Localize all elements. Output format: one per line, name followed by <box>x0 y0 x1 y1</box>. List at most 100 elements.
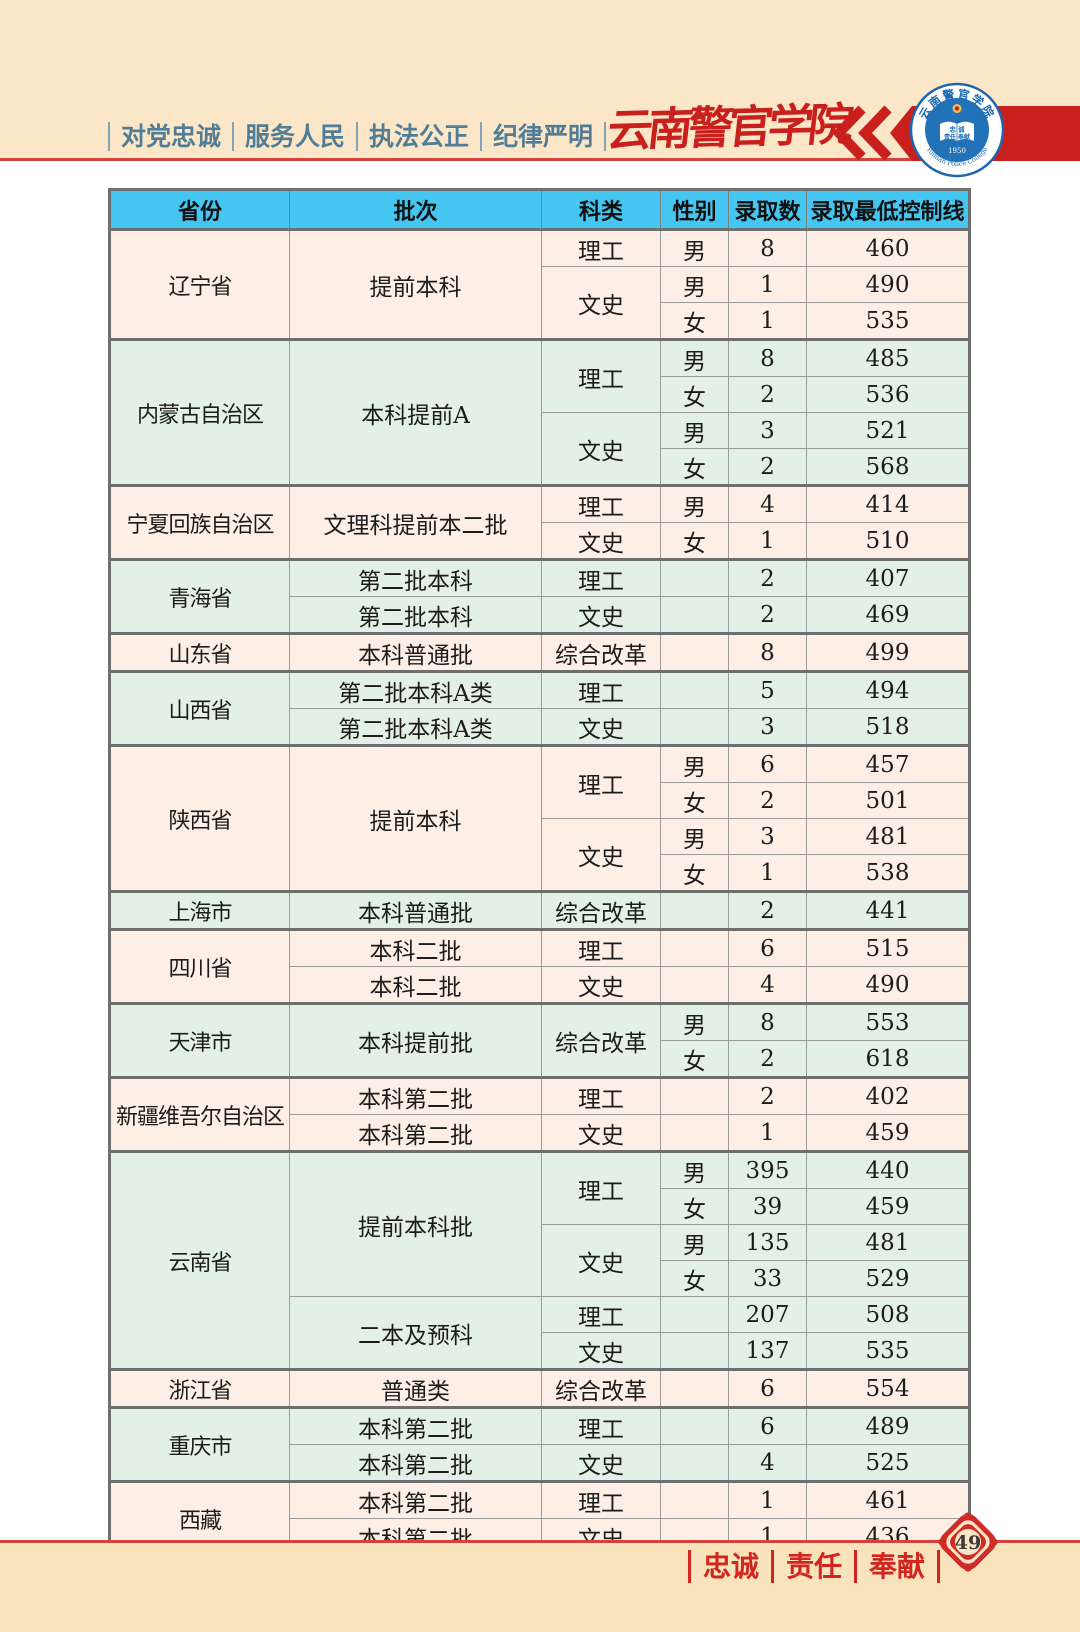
table-cell: 女 <box>660 1260 729 1297</box>
table-row: 山东省 本科普通批 综合改革 8 499 <box>109 632 970 672</box>
table-cell: 男 <box>660 228 729 267</box>
table-row: 女 2 618 <box>110 1040 970 1078</box>
table-cell: 489 <box>806 1406 970 1445</box>
table-cell: 3 <box>728 818 807 855</box>
slogan-fair-law: 执法公正 <box>355 121 480 151</box>
table-cell: 文史 <box>541 1332 661 1370</box>
province-cell: 四川省 <box>109 928 290 1004</box>
column-header: 录取数 <box>728 189 807 231</box>
province-cell: 重庆市 <box>109 1406 290 1482</box>
table-row: 上海市 本科普通批 综合改革 2 441 <box>109 890 970 930</box>
table-cell: 理工 <box>541 1076 661 1115</box>
table-row: 辽宁省 提前本科 理工男 8 460 <box>109 228 970 340</box>
table-cell: 568 <box>806 448 970 486</box>
table-cell: 男 <box>660 818 729 855</box>
province-cell: 上海市 <box>109 890 290 930</box>
table-cell: 理工 <box>541 1480 661 1519</box>
table-cell: 3 <box>728 708 807 746</box>
table-cell: 494 <box>806 670 970 709</box>
badge-motto-line2: 责任 奉献 <box>944 133 970 141</box>
table-cell: 文史 <box>541 266 661 340</box>
table-cell: 2 <box>728 376 807 413</box>
badge-year: 1950 <box>948 147 966 155</box>
table-cell: 理工 <box>541 338 661 413</box>
table-cell: 553 <box>806 1002 970 1041</box>
table-row: 天津市 本科提前批 综合改革男 8 553 <box>109 1002 970 1078</box>
table-cell <box>660 1114 729 1152</box>
table-cell: 本科普通批 <box>289 632 542 672</box>
footer-band <box>0 1543 1080 1632</box>
table-row: 四川省 本科二批 理工 6 515 <box>109 928 970 1004</box>
table-cell: 1 <box>728 1480 807 1519</box>
table-cell: 481 <box>806 1224 970 1261</box>
badge-motto-line1: 忠 诚 <box>949 125 965 134</box>
province-cell: 山东省 <box>109 632 290 672</box>
table-cell: 文理科提前本二批 <box>289 484 542 560</box>
table-cell: 2 <box>728 1040 807 1078</box>
table-cell: 文史 <box>541 412 661 486</box>
table-cell: 男 <box>660 484 729 523</box>
school-name-calligraphy: 云南警官学院 <box>604 97 852 158</box>
table-cell: 485 <box>806 338 970 377</box>
table-cell: 本科第二批 <box>289 1406 542 1445</box>
table-cell: 文史 <box>541 966 661 1004</box>
table-cell: 5 <box>728 670 807 709</box>
table-cell: 2 <box>728 890 807 930</box>
table-row: 本科二批 文史 4 490 <box>110 966 970 1004</box>
table-row: 女 39 459 <box>110 1188 970 1225</box>
page-number: 49 <box>955 1532 981 1554</box>
table-cell: 理工 <box>541 670 661 709</box>
table-cell: 501 <box>806 782 970 819</box>
table-cell: 理工 <box>541 1296 661 1333</box>
table-cell: 407 <box>806 558 970 597</box>
table-cell <box>660 890 729 930</box>
table-cell: 女 <box>660 782 729 819</box>
province-cell: 浙江省 <box>109 1368 290 1408</box>
table-cell: 535 <box>806 1332 970 1370</box>
table-cell: 39 <box>728 1188 807 1225</box>
table-cell: 490 <box>806 966 970 1004</box>
table-cell: 440 <box>806 1150 970 1189</box>
table-cell: 提前本科 <box>289 228 542 340</box>
table-row: 山西省 第二批本科A类 理工 5 494 <box>109 670 970 746</box>
province-cell: 云南省 <box>109 1150 290 1370</box>
page-number-medallion: 49 <box>938 1512 998 1572</box>
table-cell: 536 <box>806 376 970 413</box>
table-cell <box>660 632 729 672</box>
table-cell: 135 <box>728 1224 807 1261</box>
table-cell: 女 <box>660 302 729 340</box>
table-cell: 本科提前批 <box>289 1002 542 1078</box>
table-cell: 本科二批 <box>289 966 542 1004</box>
slogan-strip: 对党忠诚 服务人民 执法公正 纪律严明 <box>0 118 606 154</box>
table-cell: 文史 <box>541 818 661 892</box>
table-cell: 490 <box>806 266 970 303</box>
column-header: 性别 <box>660 189 729 231</box>
table-cell <box>660 558 729 597</box>
table-cell: 男 <box>660 266 729 303</box>
table-cell: 提前本科 <box>289 744 542 892</box>
table-cell: 1 <box>728 522 807 560</box>
table-cell: 二本及预科 <box>289 1296 542 1370</box>
admissions-table: 省份 批次 科类 性别 录取数 录取最低控制线 辽宁省 提前本科 理工男 8 460 文史男 1 490… <box>108 188 971 1557</box>
table-row: 女 2 501 <box>110 782 970 819</box>
table-cell: 女 <box>660 522 729 560</box>
table-cell: 理工 <box>541 928 661 967</box>
table-cell: 441 <box>806 890 970 930</box>
table-cell: 1 <box>728 854 807 892</box>
table-row: 陕西省 提前本科 理工男 6 457 <box>109 744 970 892</box>
motto-dedication: 奉献 <box>853 1550 940 1583</box>
table-cell: 2 <box>728 1076 807 1115</box>
table-row: 女 33 529 <box>110 1260 970 1297</box>
table-cell: 本科第二批 <box>289 1114 542 1152</box>
table-cell: 男 <box>660 1002 729 1041</box>
table-row: 女 2 536 <box>110 376 970 413</box>
table-cell: 8 <box>728 338 807 377</box>
table-cell: 510 <box>806 522 970 560</box>
table-row: 本科第二批 文史 1 459 <box>110 1114 970 1152</box>
table-cell <box>660 1480 729 1519</box>
table-cell: 4 <box>728 1444 807 1482</box>
table-cell: 2 <box>728 596 807 634</box>
province-cell: 宁夏回族自治区 <box>109 484 290 560</box>
table-cell: 554 <box>806 1368 970 1408</box>
table-cell <box>660 1444 729 1482</box>
